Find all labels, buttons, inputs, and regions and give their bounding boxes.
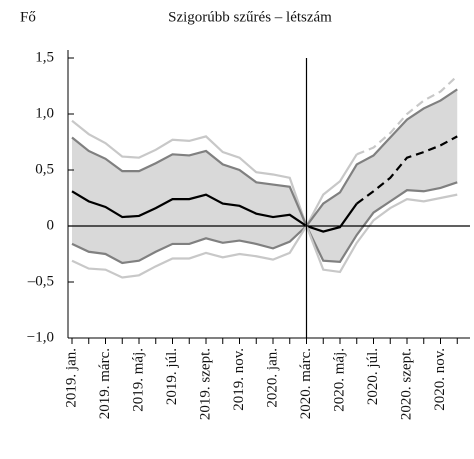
y-tick-label: 0,5 (35, 161, 54, 177)
y-axis-label: Fő (20, 9, 36, 25)
x-tick-label: 2019. máj. (130, 348, 146, 412)
y-tick-label: 1,0 (35, 105, 54, 121)
series-line (356, 135, 458, 205)
series-line (356, 75, 459, 156)
series-line (71, 190, 358, 233)
x-tick-label: 2020. júl. (365, 348, 381, 405)
chart-title: Szigorúbb szűrés – létszám (168, 9, 332, 25)
series-line (71, 88, 458, 229)
x-tick-label: 2020. máj. (331, 348, 347, 412)
x-tick-label: 2020. jan. (264, 348, 280, 408)
x-tick-label: 2019. jan. (63, 348, 79, 408)
x-tick-label: 2020. márc. (298, 348, 314, 419)
x-tick-label: 2019. szept. (197, 348, 213, 420)
x-tick-label: 2019. júl. (164, 348, 180, 405)
x-tick-label: 2020. szept. (398, 348, 414, 420)
x-tick-label: 2019. márc. (97, 348, 113, 419)
x-tick-label: 2019. nov. (231, 348, 247, 411)
x-tick-label: 2020. nov. (432, 348, 448, 411)
y-tick-label: 0 (47, 217, 55, 233)
y-tick-label: −1,0 (27, 329, 54, 345)
band (72, 89, 458, 263)
series-line (71, 181, 458, 265)
y-tick-label: –0,5 (27, 273, 54, 289)
series-line (71, 193, 458, 279)
y-tick-label: 1,5 (35, 49, 54, 65)
